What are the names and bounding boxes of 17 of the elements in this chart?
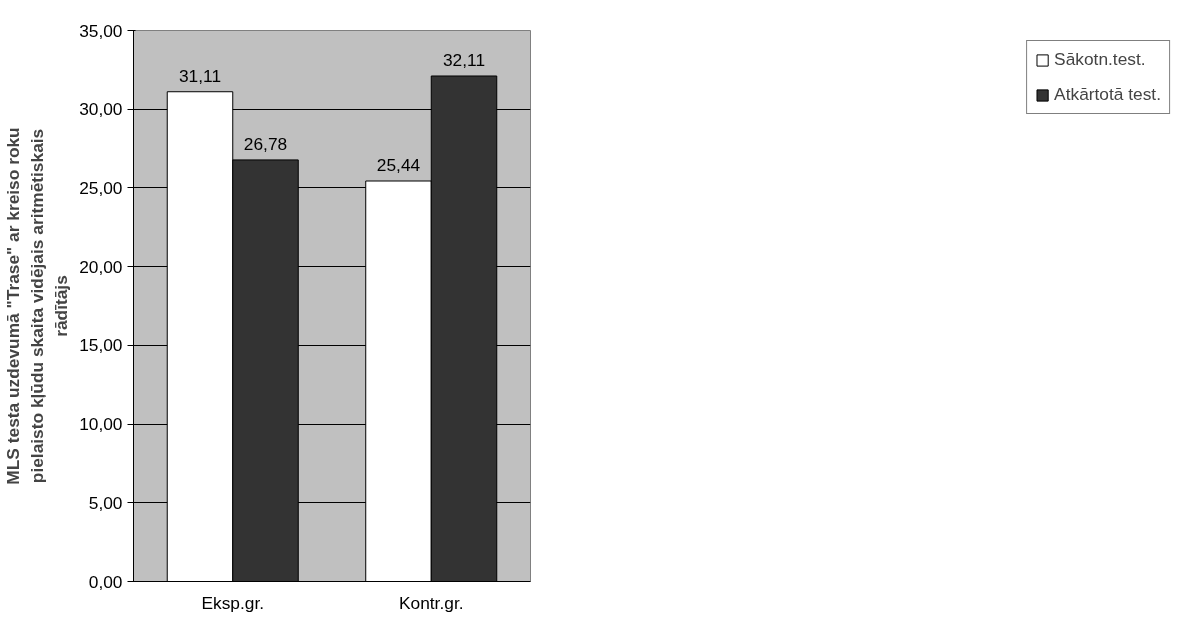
y-tick-label: 0,00 (88, 571, 123, 592)
data-label: 32,11 (442, 50, 486, 70)
data-label: 26,78 (243, 133, 288, 154)
x-tick-label: Kontr.gr. (398, 592, 464, 613)
y-tick-label: 5,00 (88, 492, 123, 513)
y-axis-title: MLS testa uzdevumā "Trase" ar kreiso roku pielaisto kļūdu skaita vidējais aritmētiskais rādītājs (3, 127, 72, 485)
y-tick-label: 20,00 (79, 256, 123, 277)
data-label: 31,11 (178, 65, 222, 86)
data-label: 25,44 (376, 155, 421, 175)
legend-label: Sākotn.test. (1054, 49, 1146, 70)
x-tick-label: Eksp.gr. (201, 592, 265, 613)
y-tick-label: 25,00 (79, 177, 123, 198)
y-tick-label: 35,00 (79, 20, 123, 41)
legend-label: Atkārtotā test. (1054, 84, 1161, 105)
y-tick-label: 30,00 (79, 99, 123, 120)
y-tick-label: 10,00 (79, 414, 123, 435)
y-tick-label: 15,00 (79, 335, 123, 356)
